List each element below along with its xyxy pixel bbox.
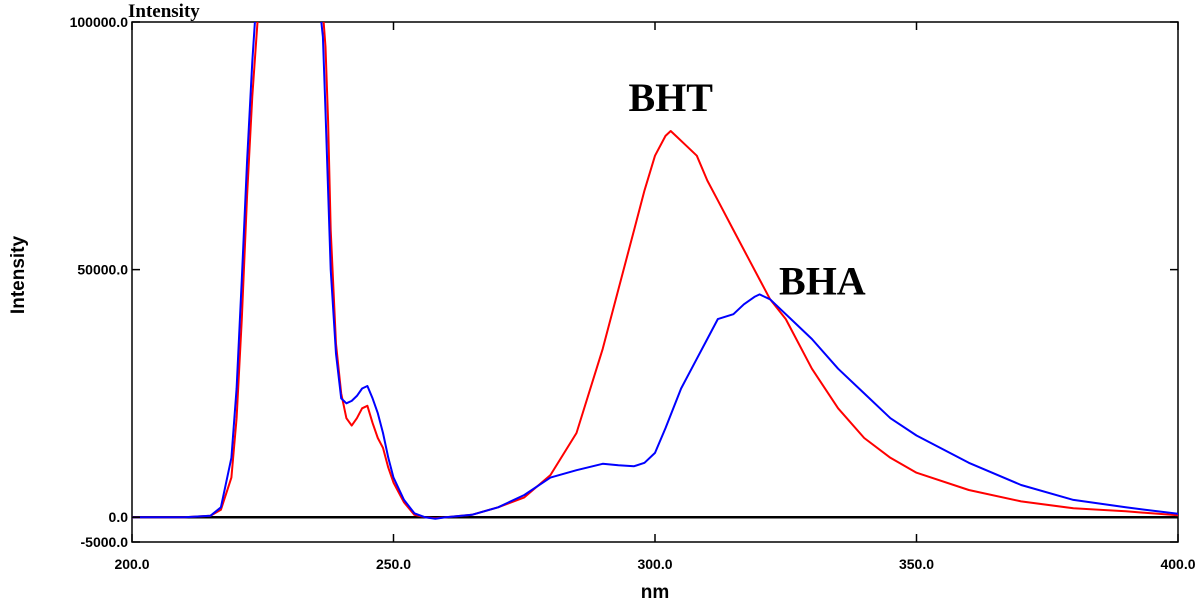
x-axis-title: nm [641, 582, 670, 603]
chart-title: Intensity [128, 1, 200, 22]
annotation-layer: BHT BHA [628, 75, 865, 303]
series-line-bha [132, 22, 1178, 520]
x-tick-label: 250.0 [376, 556, 411, 572]
x-tick-label: 300.0 [637, 556, 672, 572]
ticks-layer: 200.0 250.0 300.0 350.0 400.0 -5000.0 0.0 50000… [70, 14, 1196, 572]
y-tick-label: 100000.0 [70, 14, 129, 30]
annotation-bht: BHT [628, 75, 713, 120]
x-tick-label: 200.0 [114, 556, 149, 572]
y-tick-label: 50000.0 [77, 262, 128, 278]
y-tick-label: -5000.0 [81, 534, 129, 550]
plot-frame [131, 21, 1179, 543]
x-tick-label: 350.0 [899, 556, 934, 572]
y-axis-title: Intensity [8, 236, 29, 315]
series-layer [132, 22, 1178, 520]
x-tick-label: 400.0 [1160, 556, 1195, 572]
y-tick-label: 0.0 [109, 509, 129, 525]
annotation-bha: BHA [779, 258, 866, 303]
